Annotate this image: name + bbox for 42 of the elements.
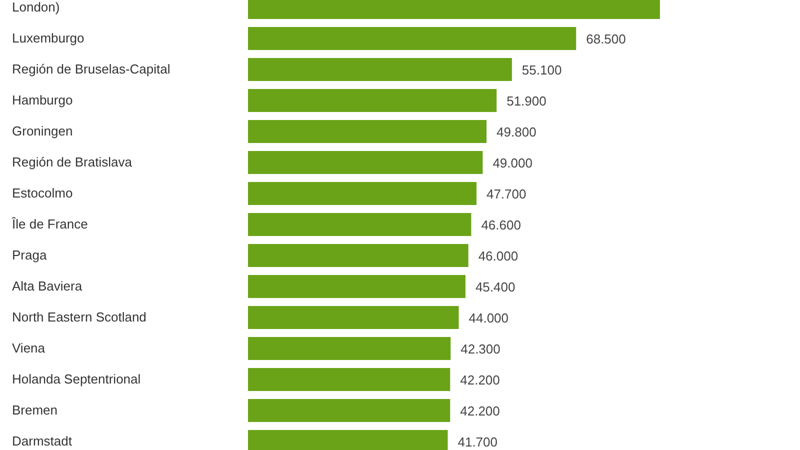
y-tick-label: Groningen <box>12 124 73 138</box>
y-tick-label: Luxemburgo <box>12 30 84 46</box>
y-tick-label: Bremen <box>12 402 58 418</box>
bar <box>248 275 466 298</box>
bar <box>248 182 476 205</box>
bar <box>248 306 459 329</box>
bar <box>248 58 512 81</box>
data-label: 55.100 <box>522 62 562 78</box>
data-label: 44.000 <box>468 310 509 326</box>
data-label: 42.200 <box>460 372 500 388</box>
data-label: 42.300 <box>460 342 500 356</box>
data-label: 49.800 <box>496 124 536 140</box>
y-tick-label: Estocolmo <box>12 186 73 200</box>
bar <box>248 89 497 112</box>
data-label: 47.700 <box>486 186 526 202</box>
y-tick-label: Darmstadt <box>12 434 72 448</box>
bar <box>248 120 487 143</box>
data-label: 46.600 <box>481 218 521 232</box>
y-tick-label: Región de Bruselas-Capital <box>12 62 170 76</box>
data-label: 41.700 <box>458 434 498 450</box>
y-tick-label: Holanda Septentrional <box>12 372 141 386</box>
y-tick-label: Hamburgo <box>12 92 73 108</box>
data-label: 49.000 <box>492 156 532 170</box>
y-tick-label: Alta Baviera <box>12 278 83 294</box>
y-tick-label: Praga <box>12 248 48 262</box>
data-label: 68.500 <box>586 32 626 46</box>
bar <box>248 368 450 391</box>
data-label: 42.200 <box>460 404 500 418</box>
y-tick-label: Región de Bratislava <box>12 154 133 170</box>
bar <box>248 213 472 236</box>
bar <box>248 399 450 422</box>
y-tick-label: North Eastern Scotland <box>12 310 146 324</box>
data-label: 51.900 <box>506 94 546 108</box>
data-label: 46.000 <box>478 248 518 264</box>
bar <box>248 151 483 174</box>
y-tick-label: Viena <box>12 340 46 356</box>
bar <box>248 337 451 360</box>
bar <box>248 27 576 50</box>
y-tick-label: Île de France <box>11 216 88 232</box>
data-label: 45.400 <box>475 280 516 294</box>
bar <box>248 244 468 267</box>
y-tick-label: London) <box>12 0 60 14</box>
